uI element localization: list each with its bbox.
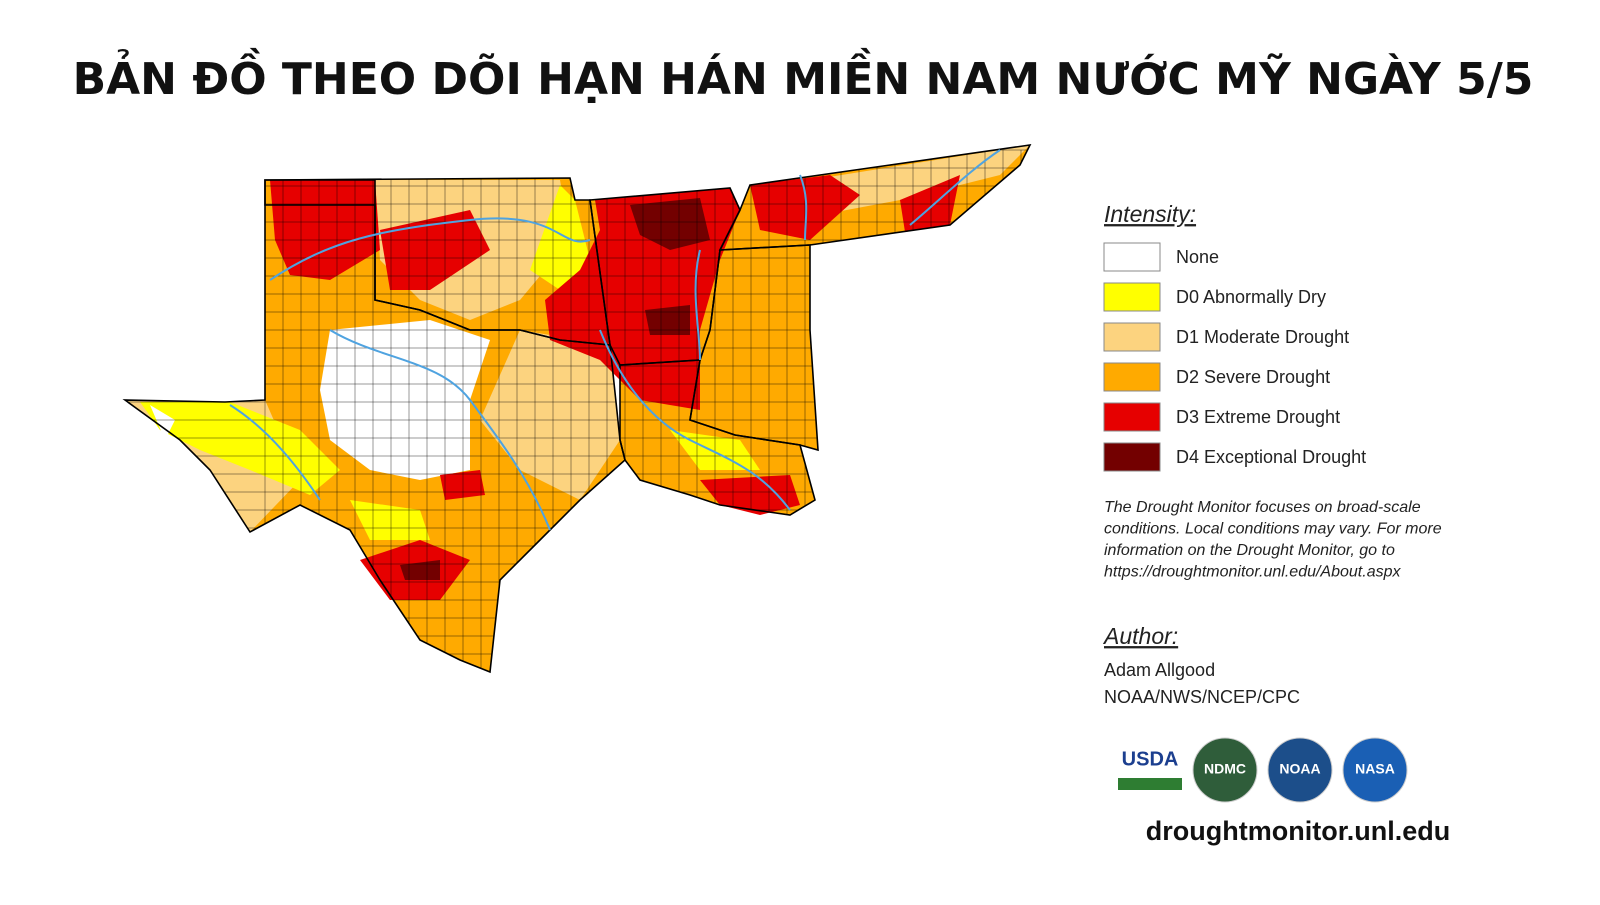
legend-swatch — [1103, 322, 1161, 352]
legend-swatch — [1103, 442, 1161, 472]
logos: USDA NDMC NOAA NASA — [1118, 737, 1408, 803]
legend-swatch — [1103, 282, 1161, 312]
river — [694, 249, 701, 361]
note-line: conditions. Local conditions may vary. F… — [1104, 521, 1442, 538]
legend-label: D0 Abnormally Dry — [1176, 287, 1326, 307]
legend-swatch — [1103, 362, 1161, 392]
drought-area — [645, 305, 690, 335]
logo-text: NDMC — [1204, 761, 1246, 777]
drought-area — [440, 470, 485, 500]
map — [122, 143, 1032, 674]
logo-text: NASA — [1355, 761, 1395, 777]
drought-area — [380, 210, 490, 290]
state-border — [718, 143, 1032, 251]
drought-area — [480, 330, 620, 500]
note-line: information on the Drought Monitor, go t… — [1104, 542, 1395, 559]
drought-area — [900, 175, 960, 232]
drought-area — [530, 185, 590, 290]
logo-bar — [1118, 778, 1182, 790]
note-line: The Drought Monitor focuses on broad-sca… — [1104, 499, 1421, 516]
legend-label: D1 Moderate Drought — [1176, 327, 1349, 347]
legend-title: Intensity: — [1104, 201, 1196, 227]
legend-label: None — [1176, 247, 1219, 267]
url: droughtmonitor.unl.edu — [1146, 816, 1450, 846]
logo-circle — [1342, 737, 1408, 803]
drought-area — [630, 198, 710, 250]
author-line: Adam Allgood — [1104, 660, 1215, 680]
state-border — [264, 177, 611, 346]
river — [909, 149, 1001, 226]
author-line: NOAA/NWS/NCEP/CPC — [1104, 687, 1300, 707]
logo-text: NOAA — [1279, 761, 1320, 777]
river — [229, 404, 321, 501]
legend-swatch — [1103, 242, 1161, 272]
author: Adam Allgood NOAA/NWS/NCEP/CPC — [1104, 660, 1300, 707]
drought-area — [140, 402, 340, 495]
legend: None D0 Abnormally Dry D1 Moderate Drought… — [1103, 242, 1366, 472]
drought-area — [320, 320, 490, 480]
title: BẢN ĐỒ THEO DÕI HẠN HÁN MIỀN NAM NƯỚC MỸ… — [73, 47, 1534, 105]
river — [799, 174, 808, 241]
logo-circle — [1192, 737, 1258, 803]
logo-text: USDA — [1122, 748, 1179, 770]
legend-label: D4 Exceptional Drought — [1176, 447, 1366, 467]
note: The Drought Monitor focuses on broad-sca… — [1104, 499, 1442, 581]
logo-circle — [1267, 737, 1333, 803]
legend-swatch — [1103, 402, 1161, 432]
river — [599, 329, 791, 511]
note-line: https://droughtmonitor.unl.edu/About.asp… — [1104, 564, 1401, 581]
state-border — [689, 244, 819, 452]
drought-area — [810, 145, 1030, 215]
author-title: Author: — [1102, 623, 1178, 649]
drought-area — [400, 560, 440, 580]
legend-label: D2 Severe Drought — [1176, 367, 1330, 387]
state — [690, 245, 818, 450]
legend-label: D3 Extreme Drought — [1176, 407, 1340, 427]
river — [329, 329, 551, 531]
river — [269, 217, 591, 281]
